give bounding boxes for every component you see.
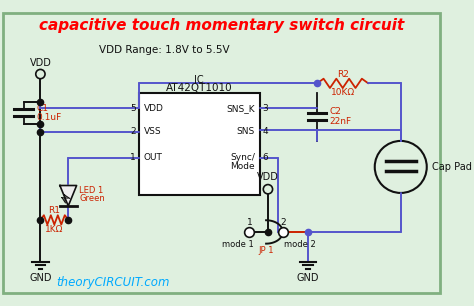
Text: 1KΩ: 1KΩ — [45, 225, 64, 234]
Bar — [139, 93, 260, 195]
Text: SNS: SNS — [237, 127, 255, 136]
Text: GND: GND — [29, 273, 52, 283]
Text: mode 2: mode 2 — [283, 240, 315, 248]
Text: 1: 1 — [130, 153, 136, 162]
Text: SNS_K: SNS_K — [226, 104, 255, 113]
Text: 4: 4 — [263, 127, 268, 136]
Text: 1: 1 — [246, 218, 252, 227]
Text: VDD: VDD — [29, 58, 51, 68]
Text: R2: R2 — [337, 69, 349, 79]
Text: JP 1: JP 1 — [258, 246, 274, 255]
Text: Mode: Mode — [230, 162, 255, 171]
Text: capacitive touch momentary switch circuit: capacitive touch momentary switch circui… — [39, 18, 404, 33]
Polygon shape — [60, 185, 77, 206]
Text: C2: C2 — [329, 107, 341, 116]
Text: Green: Green — [80, 194, 105, 203]
Text: mode 1: mode 1 — [222, 240, 254, 248]
Text: Sync/: Sync/ — [230, 153, 255, 162]
Text: 10KΩ: 10KΩ — [331, 88, 355, 97]
Text: C1: C1 — [36, 104, 49, 113]
Text: VDD: VDD — [144, 104, 164, 113]
Text: AT42QT1010: AT42QT1010 — [166, 83, 233, 93]
Text: 3: 3 — [263, 104, 268, 113]
Text: 5: 5 — [130, 104, 136, 113]
Text: VDD: VDD — [257, 172, 279, 182]
Text: VDD Range: 1.8V to 5.5V: VDD Range: 1.8V to 5.5V — [99, 45, 229, 55]
Text: 0.1uF: 0.1uF — [36, 113, 62, 122]
Text: 22nF: 22nF — [329, 117, 351, 126]
Text: GND: GND — [297, 273, 319, 283]
Text: R1: R1 — [48, 206, 60, 215]
Text: 2: 2 — [280, 218, 286, 227]
Text: 6: 6 — [263, 153, 268, 162]
Text: LED 1: LED 1 — [80, 186, 104, 195]
FancyBboxPatch shape — [3, 13, 440, 293]
Text: OUT: OUT — [144, 153, 163, 162]
Text: IC: IC — [194, 75, 204, 85]
Text: theoryCIRCUIT.com: theoryCIRCUIT.com — [56, 276, 170, 289]
Text: Cap Pad: Cap Pad — [432, 162, 472, 172]
Text: 2: 2 — [130, 127, 136, 136]
Text: VSS: VSS — [144, 127, 161, 136]
